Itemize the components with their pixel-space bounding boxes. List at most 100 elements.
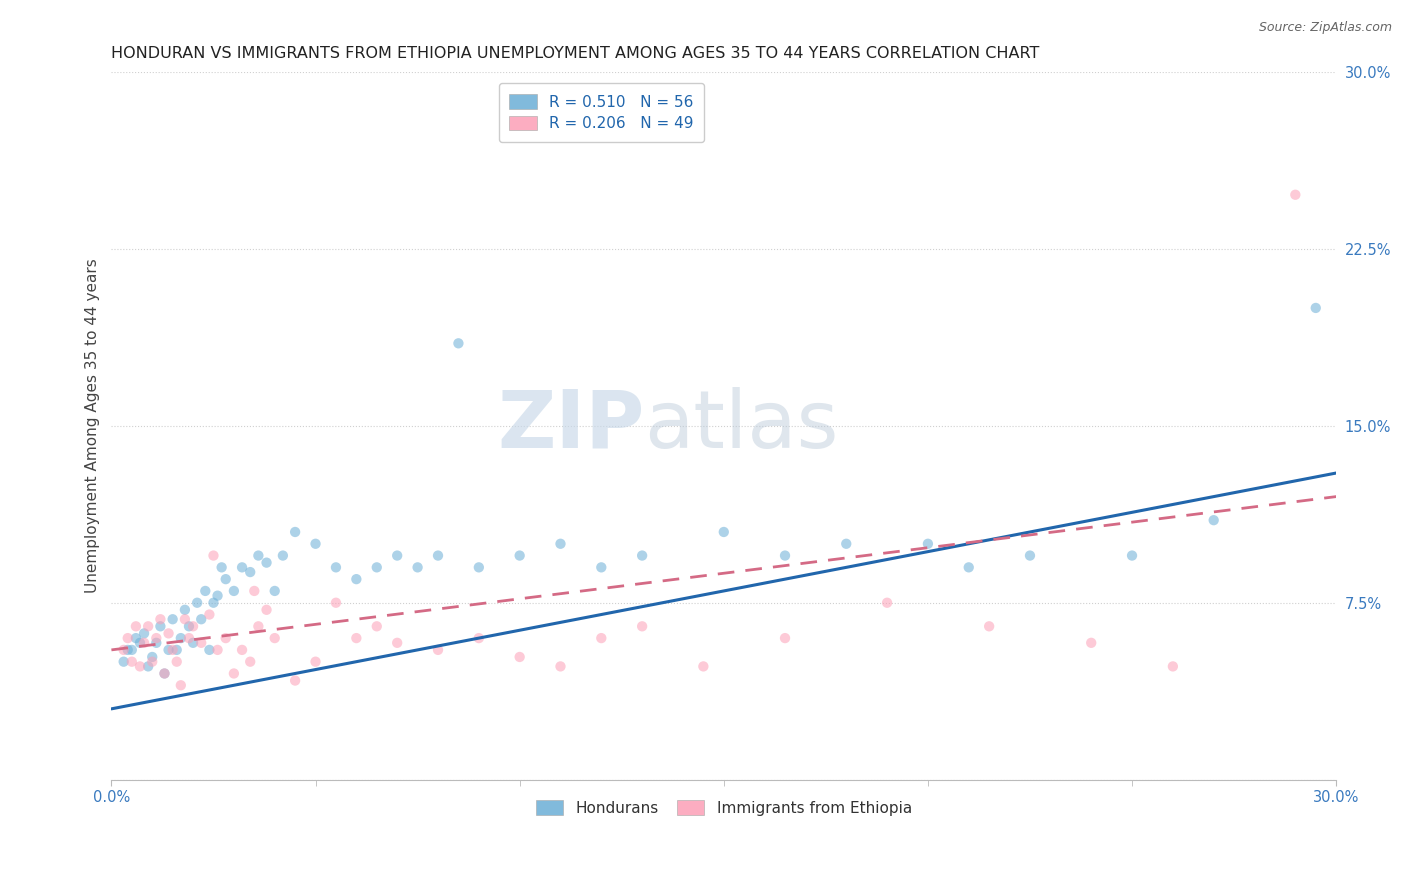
Point [166,643,188,657]
Point [202,549,225,563]
Point [385,636,408,650]
Point [170,631,193,645]
Point [876,596,898,610]
Point [177,619,200,633]
Point [468,560,491,574]
Point [325,596,347,610]
Point [153,666,176,681]
Point [162,612,184,626]
Point [271,549,294,563]
Point [550,537,572,551]
Point [145,631,167,645]
Point [121,655,143,669]
Point [132,636,155,650]
Point [509,650,531,665]
Point [243,583,266,598]
Point [1202,513,1225,527]
Point [1080,636,1102,650]
Point [591,560,613,574]
Point [141,655,163,669]
Point [181,619,204,633]
Point [256,556,278,570]
Point [222,583,245,598]
Point [1121,549,1143,563]
Point [207,589,229,603]
Point [149,619,172,633]
Point [215,631,238,645]
Point [181,636,204,650]
Point [263,631,285,645]
Point [468,631,491,645]
Point [550,659,572,673]
Point [256,603,278,617]
Legend: Hondurans, Immigrants from Ethiopia: Hondurans, Immigrants from Ethiopia [526,791,921,825]
Point [366,619,388,633]
Point [447,336,470,351]
Point [231,560,253,574]
Point [979,619,1001,633]
Point [190,636,212,650]
Point [136,619,159,633]
Point [170,678,193,692]
Point [1284,187,1306,202]
Point [149,612,172,626]
Point [304,537,326,551]
Point [166,655,188,669]
Point [631,619,654,633]
Point [344,631,367,645]
Point [247,619,270,633]
Point [304,655,326,669]
Point [215,572,238,586]
Point [591,631,613,645]
Point [773,631,796,645]
Point [773,549,796,563]
Point [157,626,180,640]
Point [344,572,367,586]
Point [263,583,285,598]
Point [366,560,388,574]
Text: ZIP: ZIP [496,387,644,465]
Text: HONDURAN VS IMMIGRANTS FROM ETHIOPIA UNEMPLOYMENT AMONG AGES 35 TO 44 YEARS CORR: HONDURAN VS IMMIGRANTS FROM ETHIOPIA UNE… [111,46,1040,62]
Point [202,596,225,610]
Point [162,643,184,657]
Point [231,643,253,657]
Text: atlas: atlas [644,387,838,465]
Point [125,631,148,645]
Point [713,524,735,539]
Point [427,643,450,657]
Point [284,524,307,539]
Point [247,549,270,563]
Point [239,655,262,669]
Point [427,549,450,563]
Point [141,650,163,665]
Point [117,643,139,657]
Point [117,631,139,645]
Point [406,560,429,574]
Point [153,666,176,681]
Point [207,643,229,657]
Point [1161,659,1184,673]
Point [121,643,143,657]
Point [957,560,980,574]
Point [132,626,155,640]
Point [917,537,939,551]
Point [174,612,197,626]
Text: Source: ZipAtlas.com: Source: ZipAtlas.com [1258,21,1392,34]
Point [509,549,531,563]
Point [692,659,714,673]
Point [222,666,245,681]
Point [190,612,212,626]
Point [1305,301,1327,315]
Y-axis label: Unemployment Among Ages 35 to 44 years: Unemployment Among Ages 35 to 44 years [86,259,100,593]
Point [385,549,408,563]
Point [112,655,135,669]
Point [125,619,148,633]
Point [157,643,180,657]
Point [129,636,152,650]
Point [112,643,135,657]
Point [129,659,152,673]
Point [186,596,208,610]
Point [239,565,262,579]
Point [145,636,167,650]
Point [136,659,159,673]
